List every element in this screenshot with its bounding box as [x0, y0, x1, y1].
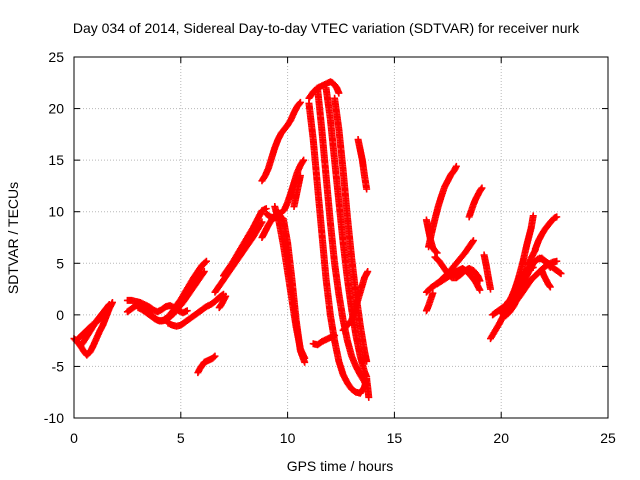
data-track: [433, 264, 484, 294]
data-track: [536, 254, 565, 278]
y-tick-label: 5: [56, 255, 64, 271]
y-tick-label: -10: [44, 410, 64, 426]
data-track: [422, 289, 437, 315]
data-point: [546, 283, 554, 291]
x-tick-label: 15: [387, 430, 403, 446]
x-tick-label: 0: [70, 430, 78, 446]
data-track: [480, 251, 495, 293]
data-point: [201, 258, 209, 266]
data-point: [331, 331, 339, 339]
data-point: [183, 307, 191, 315]
data-track: [177, 257, 210, 309]
data-track: [164, 290, 228, 330]
x-tick-label: 20: [493, 430, 509, 446]
data-point: [299, 157, 307, 165]
data-track: [538, 267, 554, 291]
data-point: [296, 172, 304, 180]
y-tick-label: 25: [48, 49, 64, 65]
data-track: [305, 78, 343, 102]
data-point: [557, 270, 565, 278]
y-axis-tick-labels: -10 -5 0 5 10 15 20 25: [44, 49, 64, 426]
data-point: [433, 249, 441, 257]
data-point: [553, 257, 561, 265]
data-point: [364, 268, 372, 276]
data-point: [363, 357, 371, 365]
data-track: [354, 136, 371, 193]
data-point: [476, 286, 484, 294]
y-tick-label: 0: [56, 307, 64, 323]
data-track: [309, 331, 339, 349]
data-point: [469, 237, 477, 245]
data-point: [478, 184, 486, 192]
axis-ticks: [73, 56, 609, 419]
data-track: [422, 237, 477, 296]
data-point: [199, 269, 207, 277]
y-tick-label: 10: [48, 204, 64, 220]
data-point: [202, 257, 210, 265]
y-axis-label: SDTVAR / TECUs: [5, 182, 21, 294]
data-point: [365, 393, 373, 401]
data-point: [432, 248, 440, 256]
data-point: [200, 268, 208, 276]
data-track: [531, 213, 561, 253]
data-point: [300, 156, 308, 164]
data-point: [222, 292, 230, 300]
data-point: [104, 302, 112, 310]
data-point: [487, 285, 495, 293]
data-track: [220, 205, 270, 280]
data-point: [296, 98, 304, 106]
data-point: [301, 354, 309, 362]
data-track: [465, 184, 486, 221]
data-point: [452, 162, 460, 170]
y-tick-label: 20: [48, 101, 64, 117]
data-track: [290, 172, 304, 211]
data-point: [335, 89, 343, 97]
data-track: [271, 203, 309, 362]
x-axis-label: GPS time / hours: [287, 458, 394, 474]
y-tick-label: 15: [48, 152, 64, 168]
data-point: [363, 185, 371, 193]
x-tick-label: 5: [177, 430, 185, 446]
data-track: [322, 84, 371, 381]
data-track: [76, 301, 113, 350]
y-tick-label: -5: [52, 358, 65, 374]
data-track: [339, 268, 372, 334]
data-point: [296, 99, 304, 107]
data-track: [363, 375, 373, 401]
x-tick-label: 10: [280, 430, 296, 446]
data-track: [314, 84, 371, 389]
plot-area: [70, 78, 565, 401]
x-axis-tick-labels: 0 5 10 15 20 25: [70, 430, 616, 446]
data-point: [553, 213, 561, 221]
x-tick-label: 25: [600, 430, 616, 446]
data-track: [258, 98, 304, 185]
data-point: [429, 289, 437, 297]
data-track: [331, 94, 371, 365]
plot-frame: [73, 56, 609, 419]
data-point: [529, 212, 537, 220]
data-point: [211, 352, 219, 360]
data-point: [105, 301, 113, 309]
chart-title: Day 034 of 2014, Sidereal Day-to-day VTE…: [73, 20, 580, 36]
data-point: [210, 353, 218, 361]
data-track: [215, 292, 230, 312]
data-point: [469, 238, 477, 246]
data-track: [425, 162, 460, 251]
data-track: [194, 352, 219, 377]
